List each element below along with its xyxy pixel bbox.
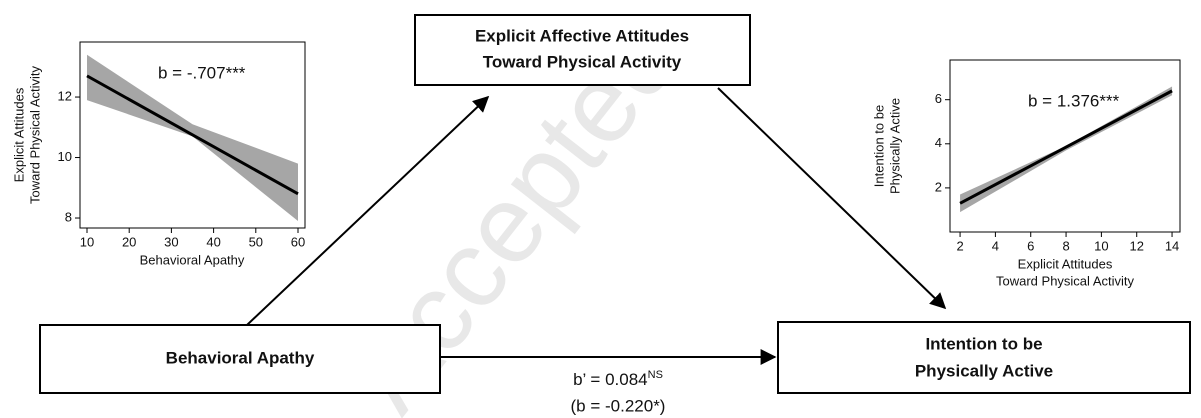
arrow — [246, 95, 490, 326]
node-label: Behavioral Apathy — [166, 348, 315, 367]
x-tick-label: 10 — [80, 234, 94, 249]
x-tick-label: 30 — [164, 234, 178, 249]
y-axis-label: Toward Physical Activity — [27, 66, 42, 204]
node-label: Physically Active — [915, 361, 1053, 380]
y-tick-label: 2 — [935, 179, 942, 194]
node-label: Explicit Affective Attitudes — [475, 26, 689, 45]
node-box — [777, 321, 1191, 394]
x-tick-label: 6 — [1027, 238, 1034, 253]
node-label: Intention to be — [925, 334, 1042, 353]
fit-line — [959, 89, 1173, 205]
annotation: b = 1.376*** — [1028, 91, 1120, 110]
edge-label-sup: NS — [648, 369, 663, 381]
arrow — [717, 87, 947, 310]
x-tick-label: 14 — [1165, 238, 1179, 253]
x-tick-label: 50 — [249, 234, 263, 249]
y-axis-label: Explicit Attitudes — [11, 87, 26, 182]
edge-label-text: b’ = 0.084 — [573, 370, 648, 389]
confidence-band — [87, 54, 298, 222]
plot-frame — [949, 59, 1181, 233]
node-box — [39, 324, 441, 394]
node-box — [414, 14, 751, 86]
node-label: Toward Physical Activity — [483, 52, 682, 71]
y-tick-label: 6 — [935, 91, 942, 106]
x-tick-label: 8 — [1062, 238, 1069, 253]
edge-label: (b = -0.220*) — [571, 396, 666, 415]
x-axis-label: Behavioral Apathy — [140, 252, 245, 267]
x-axis-label: Explicit Attitudes — [1018, 256, 1113, 271]
fit-line — [86, 74, 299, 196]
x-tick-label: 40 — [206, 234, 220, 249]
x-tick-label: 20 — [122, 234, 136, 249]
y-tick-label: 10 — [58, 149, 72, 164]
x-tick-label: 12 — [1129, 238, 1143, 253]
y-axis-label: Physically Active — [887, 98, 902, 194]
y-tick-label: 8 — [65, 209, 72, 224]
x-tick-label: 2 — [956, 238, 963, 253]
y-tick-label: 4 — [935, 135, 942, 150]
x-tick-label: 4 — [992, 238, 999, 253]
annotation: b = -.707*** — [158, 63, 246, 82]
edge-label: b’ = 0.084NS — [573, 369, 663, 390]
x-tick-label: 60 — [291, 234, 305, 249]
y-axis-label: Intention to be — [871, 105, 886, 187]
y-tick-label: 12 — [58, 88, 72, 103]
x-axis-label: Toward Physical Activity — [996, 273, 1134, 288]
plot-frame — [79, 41, 306, 229]
x-tick-label: 10 — [1094, 238, 1108, 253]
